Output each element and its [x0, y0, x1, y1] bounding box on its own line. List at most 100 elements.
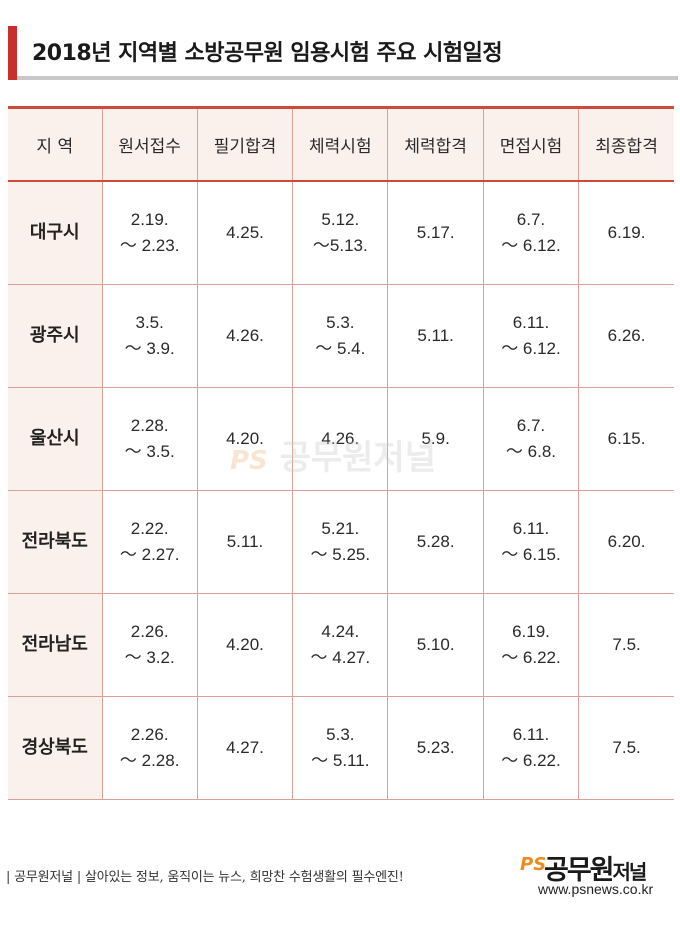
written-pass-cell: 4.26. [196, 284, 293, 388]
application-cell: 2.26. ～ 2.28. [101, 696, 198, 800]
date-line: ～ 2.27. [119, 544, 180, 564]
date-line: ～ 5.11. [311, 750, 370, 770]
header-application: 원서접수 [101, 109, 198, 182]
fitness-pass-cell: 5.9. [387, 387, 484, 491]
date-line: ～ 6.22. [501, 750, 561, 770]
fitness-test-cell: 5.3. ～ 5.4. [292, 284, 388, 388]
date-line: ～ 3.9. [124, 338, 175, 358]
application-cell: 3.5. ～ 3.9. [101, 284, 198, 388]
date-line: 4.24. [321, 622, 360, 641]
fitness-test-cell: 4.26. [292, 387, 388, 491]
final-pass-cell: 7.5. [578, 593, 674, 697]
fitness-test-cell: 5.3. ～ 5.11. [292, 696, 388, 800]
fitness-pass-cell: 5.17. [387, 181, 484, 285]
date-line: ～ 3.2. [124, 647, 175, 667]
date-line: 6.7. [516, 416, 546, 435]
fitness-pass-cell: 5.28. [387, 490, 484, 594]
fitness-test-cell: 4.24. ～ 4.27. [292, 593, 388, 697]
header-written-pass: 필기합격 [196, 109, 293, 182]
footer: | 공무원저널 | 살아있는 정보, 움직이는 뉴스, 희망찬 수험생활의 필수… [0, 854, 680, 902]
logo-sub-text: 저널 [612, 860, 648, 884]
psnews-logo[interactable]: PS 공무원저널 www.psnews.co.kr [520, 848, 680, 897]
final-pass-cell: 7.5. [578, 696, 674, 800]
title-underline [17, 76, 678, 80]
interview-cell: 6.7. ～ 6.12. [482, 181, 579, 285]
date-line: 5.3. [326, 725, 355, 744]
final-pass-cell: 6.20. [578, 490, 674, 594]
date-line: 2.22. [130, 519, 169, 538]
application-cell: 2.19. ～ 2.23. [101, 181, 198, 285]
date-line: ～ 6.8. [505, 441, 557, 461]
date-line: 6.19. [512, 622, 550, 641]
date-line: ～ 5.25. [310, 544, 371, 564]
table-row: 전라북도 2.22. ～ 2.27. 5.11. 5.21. ～ 5.25. 5.28. 6.… [8, 490, 674, 594]
header-interview: 면접시험 [482, 109, 579, 182]
date-line: ～5.13. [312, 235, 368, 255]
written-pass-cell: 4.25. [196, 181, 293, 285]
header-region: 지 역 [8, 109, 102, 182]
written-pass-cell: 4.20. [196, 593, 293, 697]
page-title: 2018년 지역별 소방공무원 임용시험 주요 시험일정 [32, 41, 503, 66]
date-line: 5.21. [321, 519, 360, 538]
interview-cell: 6.11. ～ 6.15. [482, 490, 579, 594]
logo-url[interactable]: www.psnews.co.kr [538, 881, 654, 897]
region-cell: 전라남도 [8, 593, 102, 697]
application-cell: 2.22. ～ 2.27. [101, 490, 198, 594]
region-cell: 광주시 [8, 284, 102, 388]
fitness-pass-cell: 5.10. [387, 593, 484, 697]
footer-tagline: | 공무원저널 | 살아있는 정보, 움직이는 뉴스, 희망찬 수험생활의 필수… [6, 870, 404, 885]
date-line: 5.3. [326, 313, 355, 332]
final-pass-cell: 6.19. [578, 181, 674, 285]
interview-cell: 6.11. ～ 6.22. [482, 696, 579, 800]
logo-ps-mark: PS [520, 854, 547, 875]
title-accent-bar [8, 26, 17, 80]
final-pass-cell: 6.26. [578, 284, 674, 388]
application-cell: 2.26. ～ 3.2. [101, 593, 198, 697]
date-line: ～ 6.12. [501, 235, 561, 255]
fitness-test-cell: 5.21. ～ 5.25. [292, 490, 388, 594]
final-pass-cell: 6.15. [578, 387, 674, 491]
logo-main-text: 공무원 [544, 855, 615, 886]
schedule-table-container: 지 역 원서접수 필기합격 체력시험 체력합격 면접시험 최종합격 대구시 2.1… [8, 106, 674, 800]
region-cell: 전라북도 [8, 490, 102, 594]
fitness-pass-cell: 5.11. [387, 284, 484, 388]
date-line: ～ 6.12. [501, 338, 561, 358]
interview-cell: 6.11. ～ 6.12. [482, 284, 579, 388]
table-row: 울산시 2.28. ～ 3.5. 4.20. 4.26. 5.9. 6.7. ～ 6.8. 6.… [8, 387, 674, 491]
interview-cell: 6.19. ～ 6.22. [482, 593, 579, 697]
interview-cell: 6.7. ～ 6.8. [482, 387, 579, 491]
table-row: 대구시 2.19. ～ 2.23. 4.25. 5.12. ～5.13. 5.17. 6.7.… [8, 181, 674, 285]
date-line: 6.11. [512, 313, 550, 332]
logo-wordmark: 공무원저널 [544, 848, 648, 887]
date-line: 2.26. [130, 725, 169, 744]
date-line: ～ 2.28. [119, 750, 180, 770]
title-bar: 2018년 지역별 소방공무원 임용시험 주요 시험일정 [8, 26, 678, 80]
date-line: ～ 3.5. [124, 441, 175, 461]
header-final-pass: 최종합격 [578, 109, 674, 182]
table-top-border [8, 106, 674, 109]
table-row: 전라남도 2.26. ～ 3.2. 4.20. 4.24. ～ 4.27. 5.10. 6.1… [8, 593, 674, 697]
date-line: 6.7. [516, 210, 546, 230]
fitness-test-cell: 5.12. ～5.13. [292, 181, 388, 285]
date-line: ～ 2.23. [119, 235, 180, 255]
schedule-table: 지 역 원서접수 필기합격 체력시험 체력합격 면접시험 최종합격 대구시 2.1… [8, 109, 674, 800]
date-line: 6.11. [512, 725, 550, 744]
fitness-pass-cell: 5.23. [387, 696, 484, 800]
written-pass-cell: 4.20. [196, 387, 293, 491]
date-line: 6.11. [512, 519, 550, 538]
date-line: 2.26. [130, 622, 169, 641]
date-line: 4.26. [321, 428, 360, 448]
date-line: 2.19. [130, 210, 169, 230]
table-row: 경상북도 2.26. ～ 2.28. 4.27. 5.3. ～ 5.11. 5.23. 6.1… [8, 696, 674, 800]
date-line: ～ 5.4. [315, 338, 366, 358]
date-line: 2.28. [130, 416, 169, 435]
header-fitness-test: 체력시험 [292, 109, 388, 182]
date-line: ～ 6.15. [501, 544, 561, 564]
table-body: 대구시 2.19. ～ 2.23. 4.25. 5.12. ～5.13. 5.17. 6.7.… [8, 181, 674, 800]
region-cell: 울산시 [8, 387, 102, 491]
region-cell: 대구시 [8, 181, 102, 285]
region-cell: 경상북도 [8, 696, 102, 800]
date-line: 3.5. [135, 313, 164, 332]
table-row: 광주시 3.5. ～ 3.9. 4.26. 5.3. ～ 5.4. 5.11. 6.11. ～ … [8, 284, 674, 388]
date-line: 5.12. [321, 210, 360, 230]
